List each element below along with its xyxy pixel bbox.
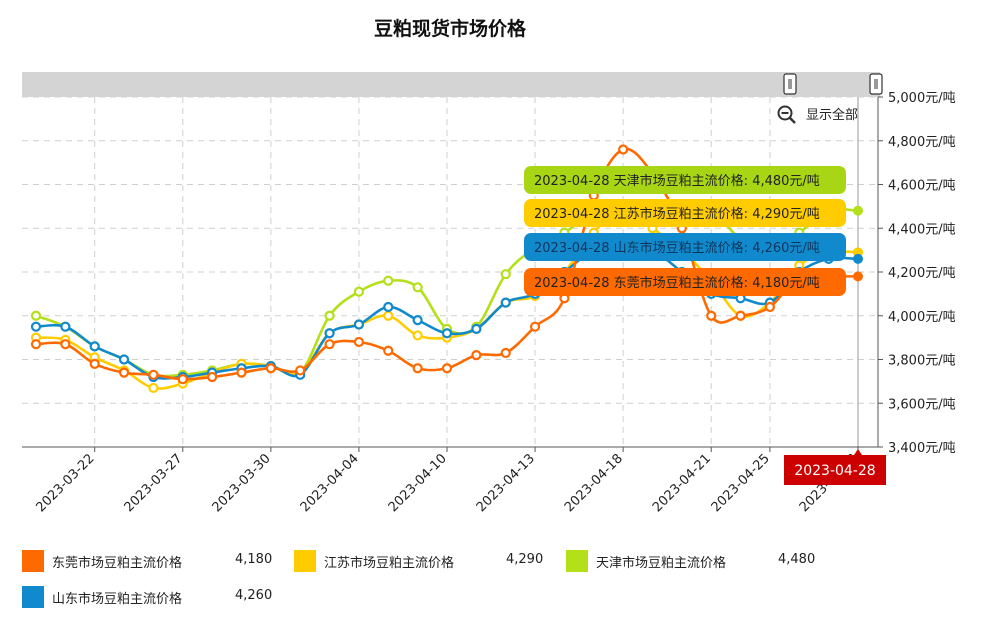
data-point-active: [853, 271, 863, 282]
data-point: [148, 382, 159, 394]
y-tick-label: 4,400元/吨: [888, 222, 956, 237]
data-point: [89, 341, 100, 352]
data-point: [30, 321, 42, 332]
axes: 3,400元/吨 3,600元/吨 3,800元/吨 4,000元/吨 4,200元/吨…: [22, 91, 956, 515]
series-line: [35, 147, 858, 381]
y-tick-label: 3,400元/吨: [888, 441, 956, 456]
data-point-active: [853, 253, 863, 264]
data-point: [735, 310, 746, 321]
data-point: [383, 275, 394, 286]
tooltip-box: [524, 199, 846, 227]
show-all-button[interactable]: 显示全部: [806, 107, 858, 123]
data-point: [706, 310, 717, 321]
tooltip-box: [524, 233, 846, 261]
tooltip-label: 2023-04-28 东莞市场豆粕主流价格: 4,180元/吨: [534, 275, 820, 291]
range-handle-right[interactable]: [869, 73, 883, 95]
data-point: [471, 323, 482, 334]
tooltip-label: 2023-04-28 山东市场豆粕主流价格: 4,260元/吨: [534, 240, 820, 256]
data-point: [353, 319, 365, 330]
x-tick-label: 2023-04-13: [474, 451, 538, 515]
data-point: [60, 321, 71, 332]
data-point: [764, 301, 776, 313]
data-point: [30, 310, 42, 321]
data-point: [383, 310, 394, 321]
data-point: [295, 365, 306, 376]
data-point: [177, 374, 188, 385]
y-tick-label: 4,600元/吨: [888, 179, 956, 194]
data-point: [412, 282, 423, 293]
data-point: [118, 354, 130, 365]
x-tick-label: 2023-04-25: [709, 451, 773, 515]
data-point: [383, 345, 394, 356]
x-tick-label: 2023-04-18: [562, 451, 626, 515]
data-point: [500, 269, 511, 280]
tooltip-layer: 2023-04-28 天津市场豆粕主流价格: 4,480元/吨 2023-04-2…: [524, 166, 886, 485]
y-tick-label: 5,000元/吨: [888, 91, 956, 106]
data-point: [441, 363, 453, 374]
x-tick-label: 2023-03-27: [122, 451, 186, 515]
data-point: [148, 369, 159, 380]
chart-title: 豆粕现货市场价格: [373, 18, 526, 40]
data-point: [500, 297, 511, 308]
data-point: [412, 363, 423, 374]
y-tick-label: 4,800元/吨: [888, 135, 956, 150]
data-point-active: [853, 205, 863, 216]
data-point: [89, 358, 100, 369]
x-tick-label: 2023-03-22: [34, 451, 98, 515]
data-point: [500, 347, 511, 359]
data-point: [207, 371, 218, 383]
y-tick-label: 4,000元/吨: [888, 310, 956, 325]
data-point: [618, 144, 629, 155]
y-tick-label: 3,600元/吨: [888, 397, 956, 412]
tooltip-box: [524, 166, 846, 194]
y-tick-label: 3,800元/吨: [888, 354, 956, 369]
tooltip-label: 2023-04-28 江苏市场豆粕主流价格: 4,290元/吨: [534, 206, 820, 222]
data-point: [353, 336, 365, 348]
data-point: [265, 363, 276, 374]
data-point: [529, 321, 541, 332]
data-point: [236, 367, 247, 378]
x-tick-label: 2023-04-21: [650, 451, 714, 515]
zoom-out-icon[interactable]: [777, 105, 796, 124]
tooltip-box: [524, 268, 846, 296]
cursor-date-arrow: [854, 449, 862, 455]
grid-lines: [22, 96, 878, 447]
data-point: [118, 367, 130, 378]
y-tick-label: 4,200元/吨: [888, 266, 956, 281]
data-point: [441, 328, 453, 339]
range-selector-bar[interactable]: [22, 72, 880, 97]
tooltip-1: 2023-04-28 江苏市场豆粕主流价格: 4,290元/吨: [524, 199, 846, 227]
data-point: [383, 301, 394, 313]
tooltip-0: 2023-04-28 天津市场豆粕主流价格: 4,480元/吨: [524, 166, 846, 194]
tooltip-3: 2023-04-28 东莞市场豆粕主流价格: 4,180元/吨: [524, 268, 846, 296]
x-tick-label: 2023-03-30: [210, 451, 274, 515]
data-point: [471, 350, 482, 361]
x-tick-label: 2023-04-04: [298, 451, 362, 515]
data-point: [30, 339, 42, 350]
data-point: [324, 310, 335, 321]
x-tick-label: 2023-04-10: [386, 451, 450, 515]
data-point: [412, 330, 423, 341]
cursor-date-label: 2023-04-28: [794, 463, 875, 479]
tooltip-label: 2023-04-28 天津市场豆粕主流价格: 4,480元/吨: [534, 173, 820, 189]
data-point: [412, 315, 423, 326]
data-point: [353, 286, 365, 297]
data-point: [324, 339, 335, 350]
cursor-date-badge: 2023-04-28: [784, 449, 886, 485]
data-point: [324, 328, 335, 339]
cursor-date-box: [784, 455, 886, 485]
tooltip-2: 2023-04-28 山东市场豆粕主流价格: 4,260元/吨: [524, 233, 846, 261]
range-handle-left[interactable]: [783, 73, 797, 95]
data-point: [60, 339, 71, 350]
